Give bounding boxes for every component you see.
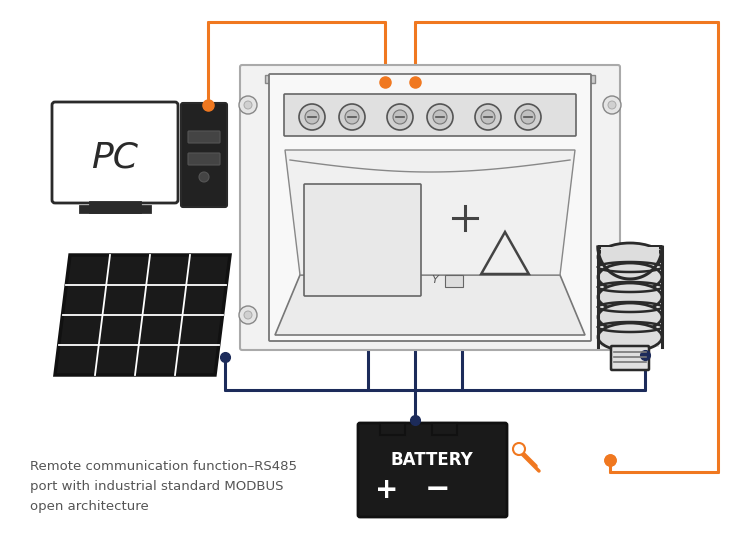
Circle shape: [345, 110, 359, 124]
Circle shape: [603, 96, 621, 114]
FancyBboxPatch shape: [611, 346, 649, 370]
Bar: [90, 202, 140, 212]
FancyBboxPatch shape: [181, 103, 227, 207]
Circle shape: [339, 104, 365, 130]
Circle shape: [239, 96, 257, 114]
Circle shape: [305, 110, 319, 124]
Circle shape: [475, 104, 501, 130]
Text: +: +: [375, 476, 399, 504]
Circle shape: [608, 311, 616, 319]
Circle shape: [515, 104, 541, 130]
Polygon shape: [55, 255, 230, 375]
Circle shape: [427, 104, 453, 130]
Circle shape: [239, 306, 257, 324]
Circle shape: [608, 101, 616, 109]
FancyBboxPatch shape: [188, 131, 220, 143]
FancyBboxPatch shape: [188, 153, 220, 165]
Bar: [432, 423, 457, 435]
Bar: [445, 275, 463, 287]
Ellipse shape: [598, 243, 662, 271]
Circle shape: [521, 110, 535, 124]
Text: −: −: [425, 476, 451, 504]
Bar: [265, 75, 595, 83]
Circle shape: [433, 110, 447, 124]
Circle shape: [244, 311, 252, 319]
FancyBboxPatch shape: [269, 74, 591, 341]
FancyBboxPatch shape: [358, 423, 507, 517]
Ellipse shape: [598, 323, 662, 351]
FancyBboxPatch shape: [52, 102, 178, 203]
Ellipse shape: [598, 303, 662, 331]
Circle shape: [199, 172, 209, 182]
Circle shape: [387, 104, 413, 130]
Polygon shape: [275, 275, 585, 335]
Circle shape: [513, 443, 525, 455]
Ellipse shape: [598, 263, 662, 291]
Bar: [380, 423, 405, 435]
Text: Remote communication function–RS485
port with industrial standard MODBUS
open ar: Remote communication function–RS485 port…: [30, 460, 297, 513]
Text: PC: PC: [92, 140, 139, 174]
Circle shape: [393, 110, 407, 124]
Ellipse shape: [598, 283, 662, 311]
Circle shape: [603, 306, 621, 324]
Circle shape: [481, 110, 495, 124]
FancyBboxPatch shape: [304, 184, 421, 296]
Bar: [80, 206, 150, 212]
Circle shape: [299, 104, 325, 130]
Polygon shape: [598, 247, 662, 279]
FancyBboxPatch shape: [284, 94, 576, 136]
FancyBboxPatch shape: [240, 65, 620, 350]
Polygon shape: [285, 150, 575, 275]
Text: Y: Y: [432, 275, 438, 285]
Circle shape: [244, 101, 252, 109]
Bar: [601, 247, 659, 347]
Text: BATTERY: BATTERY: [391, 451, 473, 469]
